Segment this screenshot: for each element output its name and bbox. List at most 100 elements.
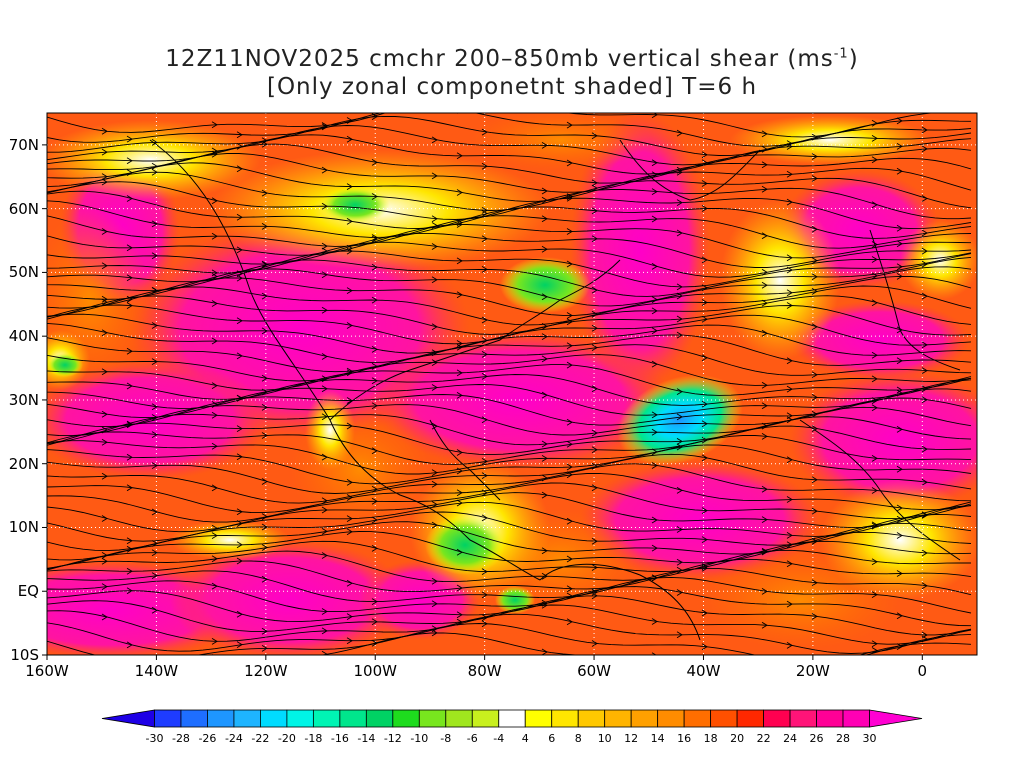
streamline-arrow [101, 410, 108, 418]
streamline-arrow [261, 645, 268, 652]
streamline-arrow [481, 207, 488, 214]
streamline-arrow [566, 418, 573, 426]
lat-tick-label: 10N [8, 518, 39, 537]
streamline-arrow [761, 381, 768, 389]
streamline-arrow [786, 600, 793, 608]
streamline-arrow [676, 558, 683, 566]
colorbar-label: -14 [357, 732, 376, 745]
streamline [47, 250, 972, 288]
streamline-arrow [921, 126, 928, 134]
streamline-arrow [811, 153, 818, 160]
streamline-arrow [346, 247, 353, 255]
lon-tick-label: 100W [353, 662, 397, 680]
streamline-arrow [151, 287, 158, 294]
streamline-arrow [896, 532, 903, 539]
streamline-arrow [676, 589, 683, 596]
streamline-arrow [371, 618, 378, 626]
streamline [47, 444, 972, 485]
streamline [47, 354, 972, 391]
streamline [47, 416, 972, 456]
streamline-arrow [541, 245, 548, 253]
streamline-arrow [431, 501, 438, 508]
streamline-arrow [701, 564, 708, 572]
streamline-arrow [321, 385, 328, 393]
streamline-arrow [811, 225, 818, 233]
streamline-arrow [676, 443, 683, 451]
streamline-arrow [431, 222, 438, 229]
streamline-arrow [456, 467, 463, 475]
streamline [47, 397, 972, 437]
streamline-arrow [371, 235, 378, 243]
streamline-arrow [811, 257, 818, 264]
streamline-arrow [871, 201, 878, 209]
streamline-arrow [346, 369, 353, 377]
streamline-arrow [456, 449, 463, 456]
streamline [47, 232, 972, 268]
streamline-arrow [261, 223, 268, 230]
streamline-arrow [676, 283, 683, 291]
streamline-arrow [591, 446, 598, 454]
streamline-arrow [676, 129, 683, 137]
streamline-arrow [456, 611, 463, 619]
streamline-arrow [101, 148, 108, 156]
streamline [47, 256, 972, 297]
streamline-arrow [761, 516, 768, 523]
streamlines [47, 113, 972, 655]
colorbar-label: -22 [251, 732, 270, 745]
streamline-arrow [541, 355, 548, 363]
colorbar-label: 18 [703, 732, 718, 745]
streamline-arrow [786, 560, 793, 568]
streamline-arrow [896, 326, 903, 334]
streamline-arrow [481, 416, 488, 424]
streamline-arrow [346, 244, 353, 252]
streamline-arrow [701, 536, 708, 543]
streamline [47, 567, 972, 603]
streamline [47, 113, 937, 138]
streamline [47, 576, 972, 614]
colorbar-label: 8 [574, 732, 582, 745]
colorbar-label: 22 [756, 732, 771, 745]
streamline-arrow [481, 235, 488, 243]
streamline-arrow [346, 287, 353, 294]
streamline-arrow [211, 582, 218, 590]
streamline-arrow [651, 574, 658, 582]
streamline [47, 241, 972, 278]
streamline-arrow [921, 247, 928, 255]
streamline-arrow [811, 425, 818, 432]
streamline-arrow [871, 591, 878, 598]
colorbar-label: -8 [440, 732, 452, 745]
streamline-arrow [761, 588, 768, 595]
streamline-arrow [261, 261, 268, 269]
streamline-arrow [676, 168, 683, 176]
streamline-arrow [871, 351, 878, 359]
streamline-arrow [371, 497, 378, 505]
colorbar-swatch [869, 709, 923, 728]
streamline-arrow [101, 262, 108, 270]
streamline-arrow [431, 422, 438, 430]
streamline-arrow [431, 384, 438, 391]
streamline-arrow [236, 165, 243, 173]
colorbar-swatch [524, 709, 553, 728]
streamline-arrow [651, 411, 658, 419]
streamline-arrow [371, 598, 378, 605]
streamline-arrow [321, 528, 328, 535]
streamline-arrow [236, 425, 243, 432]
streamline-arrow [786, 254, 793, 262]
streamline-arrow [456, 618, 463, 626]
streamline-arrow [371, 447, 378, 455]
streamline-arrow [541, 601, 548, 609]
streamline-arrow [261, 513, 268, 520]
streamline-arrow [896, 389, 903, 397]
streamline-arrow [761, 547, 768, 555]
streamline [47, 613, 972, 654]
streamline-arrow [786, 170, 793, 178]
streamline [47, 215, 972, 249]
streamline-arrow [651, 296, 658, 303]
streamline-arrow [371, 377, 378, 385]
streamline-arrow [261, 260, 268, 268]
streamline [47, 143, 972, 184]
streamline-arrow [676, 292, 683, 300]
colorbar-swatch [207, 709, 235, 728]
streamline-arrow [591, 429, 598, 437]
streamline [47, 200, 972, 239]
